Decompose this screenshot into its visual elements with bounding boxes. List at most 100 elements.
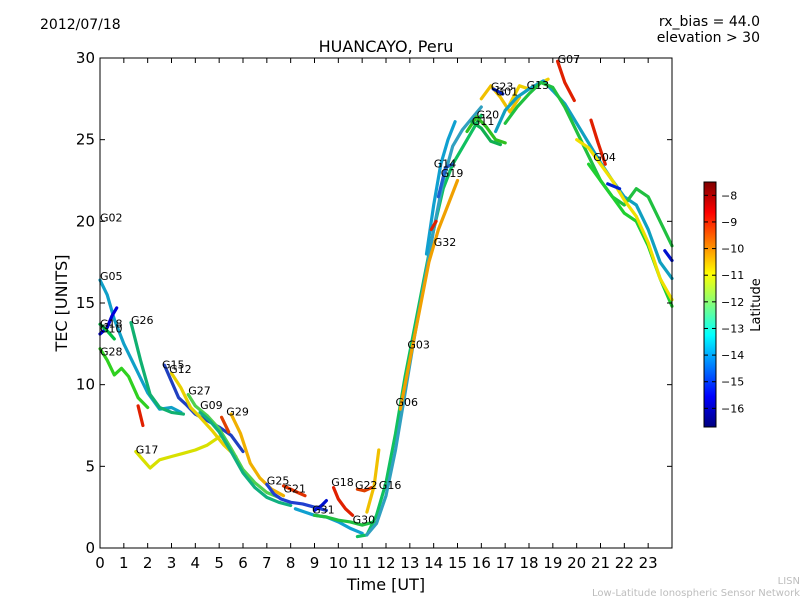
- series-g19: [436, 162, 455, 199]
- x-tick-label: 12: [376, 554, 395, 572]
- x-tick-label: 19: [543, 554, 562, 572]
- series-g14: [424, 120, 457, 256]
- x-tick-label: 23: [639, 554, 658, 572]
- satellite-label-g06: G06: [396, 396, 419, 409]
- watermark-long: Low-Latitude Ionospheric Sensor Network: [592, 588, 800, 599]
- satellite-label-g23: G23: [491, 81, 514, 94]
- satellite-label-g05: G05: [100, 270, 123, 283]
- y-tick-label: 10: [76, 376, 95, 394]
- satellite-label-g02: G02: [100, 211, 123, 224]
- series-g12: [169, 371, 238, 459]
- series-g25: [265, 482, 328, 512]
- colorbar-tick-label: −11: [721, 269, 744, 282]
- colorbar-tick-label: −16: [721, 402, 744, 415]
- series-g03: [365, 105, 483, 537]
- series-g-red3: [429, 219, 438, 232]
- y-tick-label: 20: [76, 212, 95, 230]
- satellite-label-g04: G04: [593, 151, 616, 164]
- colorbar-ticks: −8 −9 −10 −11 −12 −13 −14 −15 −16: [704, 189, 744, 415]
- satellite-label-g27: G27: [188, 385, 211, 398]
- colorbar-scale: [703, 181, 717, 428]
- series-g27: [186, 392, 281, 499]
- series-g01: [491, 87, 505, 96]
- x-tick-label: 6: [238, 554, 248, 572]
- series-g04: [587, 162, 674, 308]
- series-g29: [229, 412, 286, 498]
- elevation-label: elevation > 30: [656, 30, 760, 46]
- x-tick-label: 5: [214, 554, 224, 572]
- x-tick-label: 0: [95, 554, 105, 572]
- satellite-label-g16: G16: [379, 479, 402, 492]
- watermark-short: LISN: [777, 576, 800, 587]
- satellite-label-g01: G01: [496, 86, 519, 99]
- series-g-main1: [494, 79, 674, 281]
- satellite-label-g09: G09: [200, 399, 223, 412]
- series-g28: [98, 347, 150, 410]
- satellite-label-g12: G12: [169, 363, 192, 376]
- satellite-label-g18: G18: [100, 318, 123, 331]
- series-g26: [129, 321, 185, 416]
- x-tick-label: 17: [496, 554, 515, 572]
- x-tick-label: 2: [143, 554, 153, 572]
- rx-bias-label: rx_bias = 44.0: [658, 14, 760, 30]
- y-tick-label: 30: [76, 49, 95, 67]
- x-tick-label: 14: [424, 554, 443, 572]
- date-label: 2012/07/18: [40, 17, 121, 33]
- series-g11: [470, 120, 502, 147]
- series-g-blue1: [312, 499, 328, 512]
- satellite-label-g25: G25: [267, 474, 290, 487]
- colorbar-tick-label: −13: [721, 322, 744, 335]
- series-g17: [134, 435, 221, 470]
- satellite-label-g20: G20: [477, 108, 500, 121]
- colorbar-tick-label: −14: [721, 349, 744, 362]
- series-g-main2: [503, 80, 674, 248]
- x-tick-label: 21: [591, 554, 610, 572]
- y-axis-label: TEC [UNITS]: [52, 255, 71, 353]
- x-tick-label: 15: [448, 554, 467, 572]
- satellite-label-g30: G30: [353, 514, 376, 527]
- x-tick-label: 8: [286, 554, 296, 572]
- series-g07: [556, 59, 576, 103]
- x-tick-label: 3: [167, 554, 177, 572]
- satellite-label-g21: G21: [284, 483, 307, 496]
- x-tick-label: 1: [119, 554, 129, 572]
- satellite-label-g18: G18: [331, 476, 354, 489]
- colorbar-label: Latitude: [749, 278, 764, 332]
- series-g22: [355, 486, 374, 493]
- series-g18b: [332, 486, 355, 517]
- colorbar-tick-label: −12: [721, 296, 744, 309]
- series-g-blue3: [663, 249, 674, 263]
- series-g-blue2: [606, 182, 622, 191]
- x-tick-label: 13: [400, 554, 419, 572]
- satellite-label-g14: G14: [434, 157, 457, 170]
- series-g16: [365, 448, 381, 514]
- series-g-red2: [220, 415, 231, 434]
- satellite-label-g28: G28: [100, 345, 123, 358]
- colorbar-tick-label: −10: [721, 243, 744, 256]
- satellite-label-g32: G32: [434, 236, 457, 249]
- colorbar-tick-label: −15: [721, 376, 744, 389]
- series-g09: [198, 410, 293, 508]
- series-g-yellow: [575, 138, 674, 302]
- colorbar-tick-label: −9: [721, 216, 737, 229]
- series-g-red4: [589, 118, 607, 166]
- y-tick-label: 25: [76, 131, 95, 149]
- satellite-label-g03: G03: [407, 339, 430, 352]
- series-g05: [98, 278, 183, 414]
- x-tick-label: 11: [353, 554, 372, 572]
- x-tick-label: 20: [567, 554, 586, 572]
- satellite-label-g22: G22: [355, 479, 378, 492]
- satellite-label-g10: G10: [100, 322, 123, 335]
- y-tick-label: 5: [85, 457, 95, 475]
- colorbar: −8 −9 −10 −11 −12 −13 −14 −15 −16 Latitude: [703, 181, 764, 428]
- x-tick-label: 22: [615, 554, 634, 572]
- y-tick-label: 0: [85, 539, 95, 557]
- satellite-label-g17: G17: [136, 443, 159, 456]
- series-g30: [312, 513, 376, 527]
- colorbar-tick-label: −8: [721, 189, 737, 202]
- satellite-label-g11: G11: [472, 115, 495, 128]
- series-g32: [398, 178, 460, 411]
- satellite-label-g29: G29: [226, 406, 249, 419]
- parameters-label: rx_bias = 44.0 elevation > 30: [657, 14, 760, 46]
